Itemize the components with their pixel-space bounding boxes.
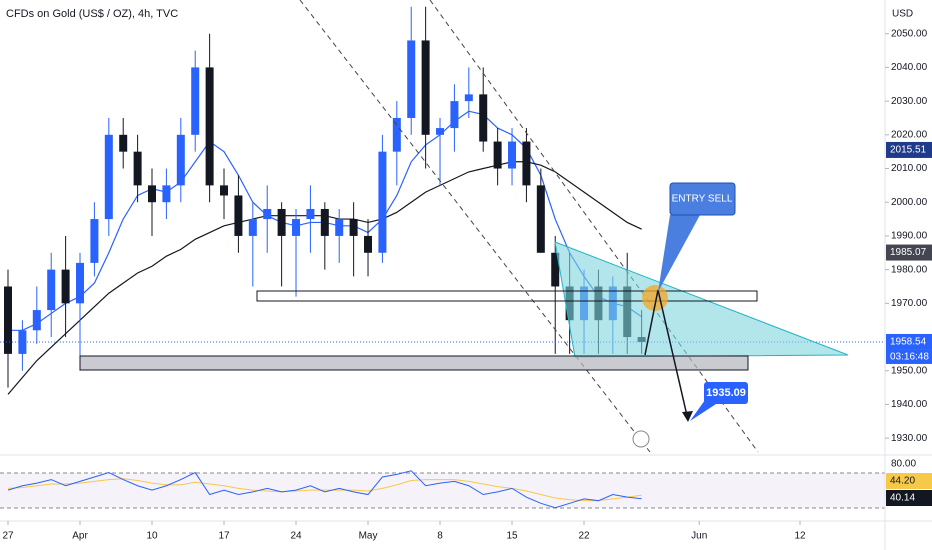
x-tick-label: 8 bbox=[437, 531, 443, 542]
candle-body bbox=[220, 185, 229, 196]
price-label: 1958.54 bbox=[890, 337, 927, 348]
price-label-box bbox=[886, 244, 932, 261]
candle-body bbox=[248, 219, 257, 236]
price-label: 2015.51 bbox=[890, 145, 927, 156]
candle-body bbox=[306, 208, 315, 220]
x-tick-label: 22 bbox=[578, 531, 590, 542]
rsi-band bbox=[0, 473, 885, 508]
candle-body bbox=[364, 235, 373, 253]
candle-body bbox=[436, 128, 445, 135]
support-zone bbox=[79, 355, 749, 371]
y-tick-label: 2050.00 bbox=[891, 28, 928, 39]
y-tick-label: 1990.00 bbox=[891, 231, 928, 242]
candle-body bbox=[392, 117, 401, 152]
x-tick-label: 10 bbox=[146, 531, 158, 542]
price-label: 1985.07 bbox=[890, 247, 927, 258]
price-label-box bbox=[886, 141, 932, 158]
y-tick-label: 1930.00 bbox=[891, 433, 928, 444]
candle-body bbox=[450, 101, 459, 129]
y-tick-label: 2000.00 bbox=[891, 197, 928, 208]
currency: USD bbox=[892, 9, 913, 20]
target-text: 1935.09 bbox=[706, 387, 746, 399]
triangle-pattern bbox=[554, 241, 849, 358]
rsi-line bbox=[7, 478, 642, 502]
event-icon bbox=[632, 430, 650, 448]
x-tick-label: May bbox=[359, 531, 378, 542]
x-tick-label: 12 bbox=[794, 531, 806, 542]
candle-body bbox=[234, 195, 243, 236]
rsi-label-box bbox=[886, 490, 932, 506]
callout-text: ENTRY SELL bbox=[672, 194, 733, 205]
x-tick-label: 15 bbox=[506, 531, 518, 542]
callout-box bbox=[669, 182, 736, 216]
rsi-label: 40.14 bbox=[890, 493, 915, 504]
y-tick-label: 1980.00 bbox=[891, 264, 928, 275]
candle-body bbox=[90, 219, 99, 263]
trend-line bbox=[429, 0, 759, 453]
candle-body bbox=[104, 134, 113, 220]
resistance-zone bbox=[256, 290, 758, 302]
candle-body bbox=[407, 40, 416, 118]
target-pointer bbox=[690, 400, 716, 421]
x-tick-label: Jun bbox=[691, 531, 707, 542]
x-tick-label: 27 bbox=[2, 531, 14, 542]
candle-body bbox=[421, 40, 430, 135]
candle-body bbox=[536, 185, 545, 253]
candle-body bbox=[176, 134, 185, 186]
rsi-label: 44.20 bbox=[890, 476, 915, 487]
candle-body bbox=[292, 219, 301, 236]
candle-body bbox=[335, 219, 344, 236]
chart-title: CFDs on Gold (US$ / OZ), 4h, TVC bbox=[6, 8, 178, 20]
y-tick-label: 2020.00 bbox=[891, 129, 928, 140]
x-tick-label: 24 bbox=[290, 531, 302, 542]
candle-body bbox=[320, 208, 329, 236]
drawings: ENTRY SELL 1935.09 bbox=[79, 0, 849, 453]
candle-body bbox=[18, 330, 27, 354]
rsi-line bbox=[7, 470, 642, 509]
arrow-head bbox=[682, 411, 693, 422]
candle-body bbox=[263, 208, 272, 220]
callout-pointer bbox=[658, 215, 700, 292]
candle-body bbox=[32, 310, 41, 331]
candle-body bbox=[4, 286, 13, 354]
candle-body bbox=[61, 269, 70, 304]
candle-body bbox=[76, 262, 85, 304]
candle-body bbox=[551, 252, 560, 287]
y-tick-label: 2040.00 bbox=[891, 62, 928, 73]
x-tick-label: 17 bbox=[218, 531, 230, 542]
y-tick-label: 2030.00 bbox=[891, 96, 928, 107]
x-tick-label: Apr bbox=[72, 531, 88, 542]
candle-body bbox=[162, 185, 171, 203]
candle-body bbox=[464, 94, 473, 102]
y-tick-label: 1970.00 bbox=[891, 298, 928, 309]
candle-body bbox=[47, 269, 56, 311]
candle-body bbox=[148, 185, 157, 203]
y-tick-label: 2010.00 bbox=[891, 163, 928, 174]
candle-body bbox=[508, 141, 517, 169]
candle-body bbox=[191, 67, 200, 135]
candle-body bbox=[493, 141, 502, 169]
candle-body bbox=[349, 219, 358, 236]
candle-body bbox=[277, 208, 286, 236]
candle-body bbox=[133, 151, 142, 186]
candle-body bbox=[479, 94, 488, 142]
target-box bbox=[704, 382, 748, 404]
candle-body bbox=[119, 134, 128, 152]
y-tick-label: 1940.00 bbox=[891, 399, 928, 410]
rsi-label-box bbox=[886, 473, 932, 489]
candle-body bbox=[205, 67, 214, 186]
price-label-box bbox=[886, 333, 932, 350]
candle-body bbox=[378, 151, 387, 253]
candle-body bbox=[522, 141, 531, 186]
projection-arrow bbox=[644, 289, 689, 421]
rsi-tick-label: 80.00 bbox=[891, 458, 916, 469]
y-tick-label: 1950.00 bbox=[891, 365, 928, 376]
countdown: 03:16:48 bbox=[890, 352, 929, 363]
countdown-box bbox=[886, 349, 932, 364]
